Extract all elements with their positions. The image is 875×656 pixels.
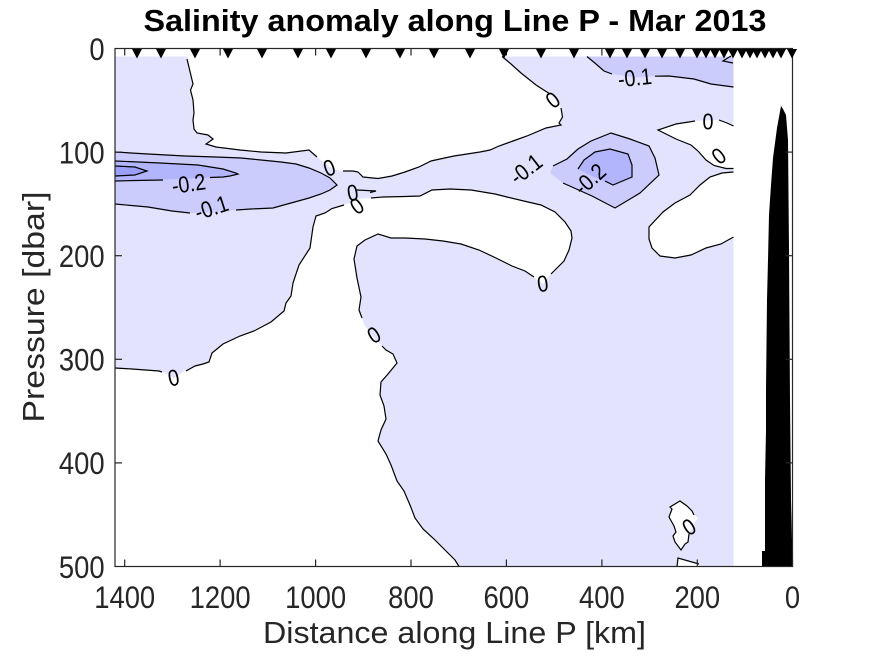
svg-text:-0.1: -0.1 [617, 63, 654, 92]
svg-text:200: 200 [674, 579, 720, 615]
svg-text:0: 0 [535, 270, 550, 297]
svg-text:0: 0 [785, 579, 800, 615]
svg-text:0: 0 [703, 109, 714, 135]
svg-text:0: 0 [345, 179, 360, 207]
svg-text:0: 0 [89, 31, 104, 67]
svg-text:-0.2: -0.2 [170, 168, 207, 198]
svg-text:1400: 1400 [94, 579, 155, 615]
svg-text:300: 300 [59, 342, 105, 378]
svg-text:Distance along Line P [km]: Distance along Line P [km] [263, 615, 646, 650]
svg-text:400: 400 [579, 579, 625, 615]
svg-text:Salinity anomaly along Line P: Salinity anomaly along Line P - Mar 2013 [144, 3, 767, 38]
svg-text:Pressure [dbar]: Pressure [dbar] [16, 192, 51, 423]
svg-text:1000: 1000 [285, 579, 346, 615]
svg-text:800: 800 [388, 579, 434, 615]
svg-text:400: 400 [59, 445, 105, 481]
svg-text:500: 500 [59, 549, 105, 585]
svg-text:1200: 1200 [190, 579, 251, 615]
svg-text:0: 0 [166, 364, 182, 392]
svg-text:200: 200 [59, 238, 105, 274]
svg-text:100: 100 [59, 134, 105, 170]
svg-text:600: 600 [484, 579, 530, 615]
